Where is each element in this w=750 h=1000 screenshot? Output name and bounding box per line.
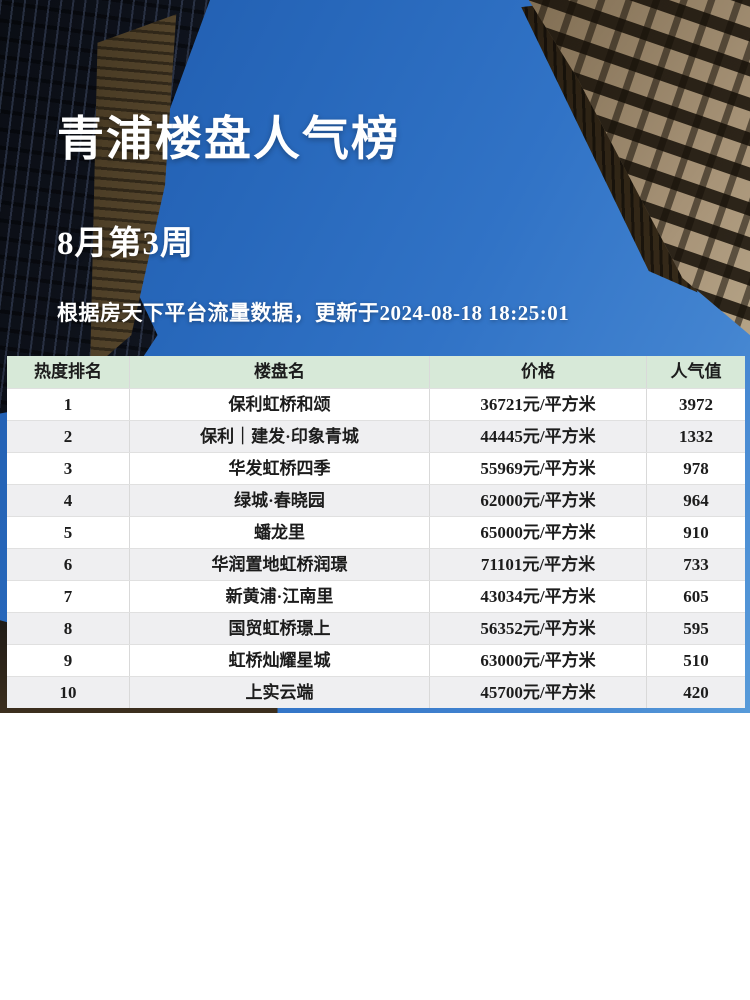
cell-popularity: 1332 (679, 427, 713, 446)
cell-rank: 2 (7, 421, 130, 452)
cell-name: 绿城·春晓园 (130, 485, 430, 516)
header-popularity: 人气值 (670, 362, 722, 381)
table-row: 1 保利虹桥和颂 36721元/平方米 3972 (7, 388, 745, 420)
cell-price: 62000元/平方米 (430, 485, 647, 516)
cell-price: 43034元/平方米 (430, 581, 647, 612)
cell-popularity: 964 (683, 491, 709, 510)
cell-name: 保利虹桥和颂 (130, 389, 430, 420)
period-subtitle: 8月第3周 (57, 226, 194, 262)
cell-rank: 1 (7, 389, 130, 420)
cell-popularity: 605 (683, 587, 709, 606)
cell-rank: 3 (7, 453, 130, 484)
cell-popularity: 510 (683, 651, 709, 670)
cell-name: 保利｜建发·印象青城 (130, 421, 430, 452)
table-row: 3 华发虹桥四季 55969元/平方米 978 (7, 452, 745, 484)
table-row: 6 华润置地虹桥润璟 71101元/平方米 733 (7, 548, 745, 580)
cell-popularity: 595 (683, 619, 709, 638)
cell-name: 虹桥灿耀星城 (130, 645, 430, 676)
cell-rank: 7 (7, 581, 130, 612)
cell-name: 上实云端 (130, 677, 430, 708)
cell-rank: 4 (7, 485, 130, 516)
table-row: 10 上实云端 45700元/平方米 420 (7, 676, 745, 708)
page-title: 青浦楼盘人气榜 (57, 114, 400, 166)
ranking-table: 热度排名 楼盘名 价格 人气值 1 保利虹桥和颂 36721元/平方米 3972 2 保利… (7, 356, 745, 708)
cell-rank: 6 (7, 549, 130, 580)
cell-price: 63000元/平方米 (430, 645, 647, 676)
header-property-name: 楼盘名 (130, 356, 430, 388)
table-body: 1 保利虹桥和颂 36721元/平方米 3972 2 保利｜建发·印象青城 44445元/平… (7, 388, 745, 708)
cell-rank: 9 (7, 645, 130, 676)
cell-price: 71101元/平方米 (430, 549, 647, 580)
cell-popularity: 733 (683, 555, 709, 574)
table-row: 9 虹桥灿耀星城 63000元/平方米 510 (7, 644, 745, 676)
cell-price: 44445元/平方米 (430, 421, 647, 452)
cell-price: 45700元/平方米 (430, 677, 647, 708)
data-source-note: 根据房天下平台流量数据，更新于2024-08-18 18:25:01 (57, 301, 570, 325)
cell-name: 华润置地虹桥润璟 (130, 549, 430, 580)
cell-name: 国贸虹桥璟上 (130, 613, 430, 644)
table-row: 5 蟠龙里 65000元/平方米 910 (7, 516, 745, 548)
header-price: 价格 (430, 356, 647, 388)
table-row: 2 保利｜建发·印象青城 44445元/平方米 1332 (7, 420, 745, 452)
cell-price: 55969元/平方米 (430, 453, 647, 484)
cell-name: 蟠龙里 (130, 517, 430, 548)
cell-popularity: 910 (683, 523, 709, 542)
cell-price: 56352元/平方米 (430, 613, 647, 644)
cell-popularity: 420 (683, 683, 709, 702)
table-header-row: 热度排名 楼盘名 价格 人气值 (7, 356, 745, 388)
cell-price: 65000元/平方米 (430, 517, 647, 548)
hero-photo: 青浦楼盘人气榜 8月第3周 根据房天下平台流量数据，更新于2024-08-18 … (0, 0, 750, 713)
table-row: 7 新黄浦·江南里 43034元/平方米 605 (7, 580, 745, 612)
cell-name: 新黄浦·江南里 (130, 581, 430, 612)
cell-price: 36721元/平方米 (430, 389, 647, 420)
cell-popularity: 3972 (679, 395, 713, 414)
cell-name: 华发虹桥四季 (130, 453, 430, 484)
header-rank: 热度排名 (7, 356, 130, 388)
cell-rank: 10 (7, 677, 130, 708)
table-row: 8 国贸虹桥璟上 56352元/平方米 595 (7, 612, 745, 644)
cell-rank: 5 (7, 517, 130, 548)
cell-rank: 8 (7, 613, 130, 644)
table-row: 4 绿城·春晓园 62000元/平方米 964 (7, 484, 745, 516)
cell-popularity: 978 (683, 459, 709, 478)
